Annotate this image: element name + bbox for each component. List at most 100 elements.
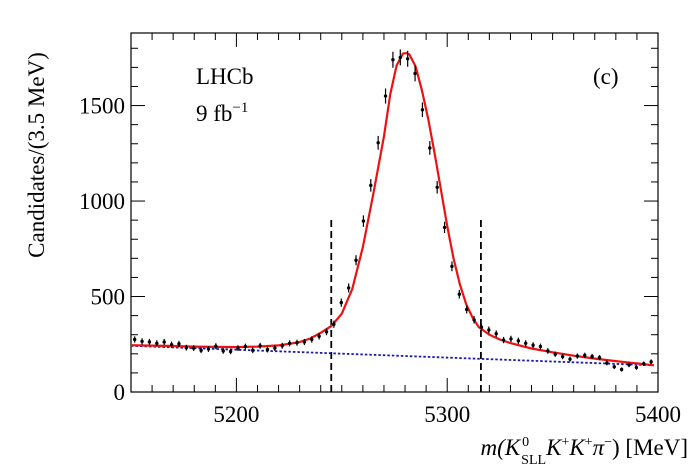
data-marker bbox=[605, 361, 609, 365]
x-tick-label: 5300 bbox=[424, 402, 470, 427]
data-marker bbox=[354, 258, 358, 262]
data-point bbox=[162, 338, 166, 346]
x-label-k0-sup: 0 bbox=[522, 435, 529, 450]
data-marker bbox=[184, 345, 189, 350]
data-point bbox=[494, 330, 498, 338]
data-point bbox=[295, 339, 299, 346]
data-marker bbox=[442, 225, 447, 230]
data-point bbox=[634, 365, 639, 370]
data-point bbox=[147, 338, 152, 346]
data-marker bbox=[398, 55, 402, 60]
x-label-prefix: m(K bbox=[481, 435, 522, 460]
data-point bbox=[575, 353, 580, 359]
y-tick-label: 500 bbox=[91, 285, 126, 310]
x-tick-label: 5400 bbox=[635, 402, 681, 427]
data-point bbox=[140, 338, 144, 345]
data-point bbox=[273, 345, 277, 351]
x-tick-label: 5200 bbox=[213, 402, 259, 427]
data-marker bbox=[206, 347, 211, 351]
data-point bbox=[132, 336, 137, 343]
data-marker bbox=[457, 292, 462, 296]
data-marker bbox=[575, 354, 580, 358]
data-marker bbox=[346, 286, 351, 290]
data-point bbox=[287, 340, 292, 347]
data-point bbox=[155, 340, 159, 347]
data-marker bbox=[538, 344, 543, 349]
data-point bbox=[169, 341, 174, 348]
data-marker bbox=[583, 353, 587, 358]
data-point bbox=[649, 359, 653, 365]
data-point bbox=[251, 347, 255, 354]
data-point bbox=[627, 362, 631, 368]
data-point bbox=[538, 343, 543, 350]
data-point bbox=[605, 360, 609, 366]
data-marker bbox=[560, 354, 565, 359]
data-marker bbox=[228, 349, 233, 354]
data-marker bbox=[214, 344, 218, 348]
data-marker bbox=[494, 332, 498, 336]
data-point bbox=[383, 88, 388, 104]
data-point bbox=[435, 181, 439, 194]
data-marker bbox=[155, 341, 159, 346]
data-marker bbox=[361, 219, 366, 223]
axis-ticks bbox=[130, 33, 659, 393]
data-marker bbox=[302, 340, 307, 344]
experiment-label: LHCb bbox=[196, 64, 254, 89]
data-marker bbox=[597, 355, 602, 360]
data-marker bbox=[287, 341, 292, 346]
data-marker bbox=[531, 343, 535, 347]
data-point bbox=[442, 221, 447, 234]
data-marker bbox=[435, 185, 439, 189]
panel-label: (c) bbox=[593, 64, 619, 89]
luminosity-exponent: −1 bbox=[232, 100, 248, 116]
data-point bbox=[568, 356, 572, 362]
data-marker bbox=[619, 367, 624, 372]
data-point bbox=[280, 342, 284, 349]
y-axis-label: Candidates/(3.5 MeV) bbox=[24, 52, 49, 258]
data-point bbox=[590, 353, 594, 360]
data-marker bbox=[169, 342, 174, 347]
data-point bbox=[346, 283, 351, 293]
data-marker bbox=[590, 354, 594, 359]
signal-window-lines bbox=[330, 218, 482, 392]
data-point bbox=[472, 316, 476, 324]
data-marker bbox=[413, 71, 417, 76]
data-point bbox=[391, 51, 395, 68]
data-point bbox=[597, 355, 602, 361]
data-point bbox=[428, 141, 432, 155]
data-point bbox=[612, 364, 616, 369]
data-marker bbox=[140, 339, 144, 344]
data-points bbox=[132, 49, 653, 372]
data-marker bbox=[612, 365, 616, 369]
data-point bbox=[332, 320, 336, 328]
data-point bbox=[310, 336, 314, 343]
background-curve bbox=[130, 344, 654, 367]
axis-tick-labels: 5200 5300 5400 0 500 1000 1500 bbox=[79, 94, 681, 427]
x-label-pion-sup: − bbox=[604, 435, 612, 450]
data-marker bbox=[501, 338, 506, 342]
data-point bbox=[398, 49, 402, 66]
data-point bbox=[457, 289, 462, 299]
data-point bbox=[376, 135, 380, 150]
data-point bbox=[228, 348, 233, 355]
data-point bbox=[413, 65, 417, 82]
data-marker bbox=[132, 337, 137, 342]
data-marker bbox=[280, 344, 284, 348]
data-marker bbox=[472, 318, 476, 322]
data-marker bbox=[420, 108, 425, 112]
luminosity-label: 9 fb−1 bbox=[196, 100, 248, 126]
data-point bbox=[206, 346, 211, 352]
data-marker bbox=[221, 349, 225, 353]
x-label-pion: π bbox=[593, 435, 606, 460]
data-marker bbox=[450, 264, 454, 269]
data-marker bbox=[310, 337, 314, 342]
data-point bbox=[487, 326, 491, 334]
data-marker bbox=[428, 146, 432, 150]
data-point bbox=[214, 343, 218, 350]
data-marker bbox=[649, 360, 653, 364]
data-point bbox=[192, 345, 196, 351]
data-point bbox=[560, 354, 565, 360]
data-point bbox=[619, 367, 624, 372]
data-marker bbox=[405, 57, 410, 61]
data-marker bbox=[568, 357, 572, 361]
